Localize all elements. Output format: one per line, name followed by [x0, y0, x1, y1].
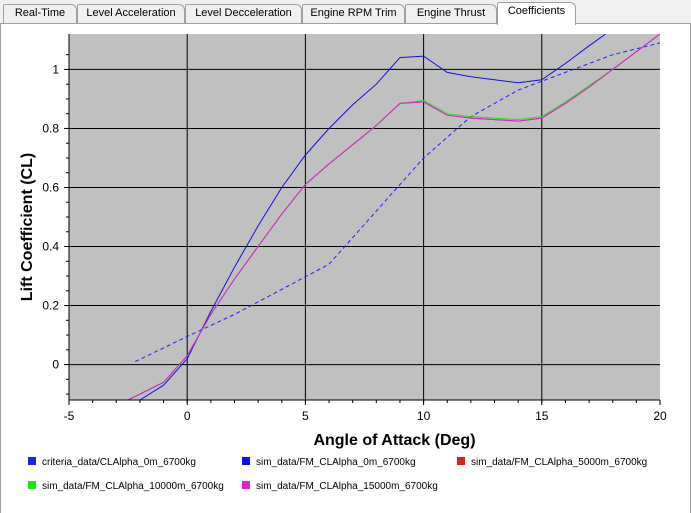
y-tick-label: 0 [52, 358, 59, 372]
x-tick-label: 0 [184, 409, 191, 423]
y-axis-title: Lift Coefficient (CL) [19, 153, 36, 301]
legend-entry: sim_data/FM_CLAlpha_10000m_6700kg [28, 480, 224, 494]
tab-engine-thrust[interactable]: Engine Thrust [405, 4, 497, 23]
tab-real-time[interactable]: Real-Time [3, 4, 77, 23]
legend-swatch [28, 457, 36, 466]
tab-engine-rpm-trim[interactable]: Engine RPM Trim [302, 4, 405, 23]
legend-swatch [28, 481, 36, 490]
series-line [134, 42, 660, 363]
plot-area [69, 34, 660, 400]
y-tick-label: 0.8 [42, 121, 59, 135]
legend-label: criteria_data/CLAlpha_0m_6700kg [42, 457, 196, 468]
coefficients-panel: -5 0 5 10 15 20 0 0.2 0.4 0.6 0.8 1 Angle of Attack … [0, 24, 691, 513]
tab-coefficients[interactable]: Coefficients [497, 2, 576, 25]
tab-level-acceleration[interactable]: Level Acceleration [77, 4, 185, 23]
legend-entry: sim_data/FM_CLAlpha_5000m_6700kg [457, 456, 647, 470]
series-line [139, 34, 606, 400]
legend-swatch [457, 457, 465, 466]
x-tick-label: 20 [653, 409, 667, 423]
x-tick-label: -5 [64, 409, 75, 423]
x-tick-label: 15 [535, 409, 549, 423]
legend-label: sim_data/FM_CLAlpha_10000m_6700kg [42, 481, 224, 492]
tab-bar: Real-Time Level Acceleration Level Decce… [0, 0, 691, 25]
legend-entry: criteria_data/CLAlpha_0m_6700kg [28, 456, 196, 470]
series-line [127, 34, 660, 400]
legend-label: sim_data/FM_CLAlpha_5000m_6700kg [471, 457, 648, 468]
y-tick-label: 0.2 [42, 299, 59, 313]
y-tick-label: 0.4 [42, 240, 59, 254]
legend-entry: sim_data/FM_CLAlpha_0m_6700kg [242, 456, 416, 470]
tab-level-decceleration[interactable]: Level Decceleration [185, 4, 302, 23]
legend-swatch [242, 481, 250, 490]
x-axis-title: Angle of Attack (Deg) [313, 432, 475, 449]
legend-swatch [242, 457, 250, 466]
legend-label: sim_data/FM_CLAlpha_0m_6700kg [256, 457, 416, 468]
x-tick-label: 10 [417, 409, 431, 423]
legend-entry: sim_data/FM_CLAlpha_15000m_6700kg [242, 480, 438, 494]
y-tick-label: 0.6 [42, 180, 59, 194]
legend-label: sim_data/FM_CLAlpha_15000m_6700kg [256, 481, 438, 492]
lift-coefficient-chart: -5 0 5 10 15 20 0 0.2 0.4 0.6 0.8 1 Angle of Attack … [19, 34, 667, 449]
x-tick-label: 5 [302, 409, 309, 423]
y-tick-label: 1 [52, 62, 59, 76]
